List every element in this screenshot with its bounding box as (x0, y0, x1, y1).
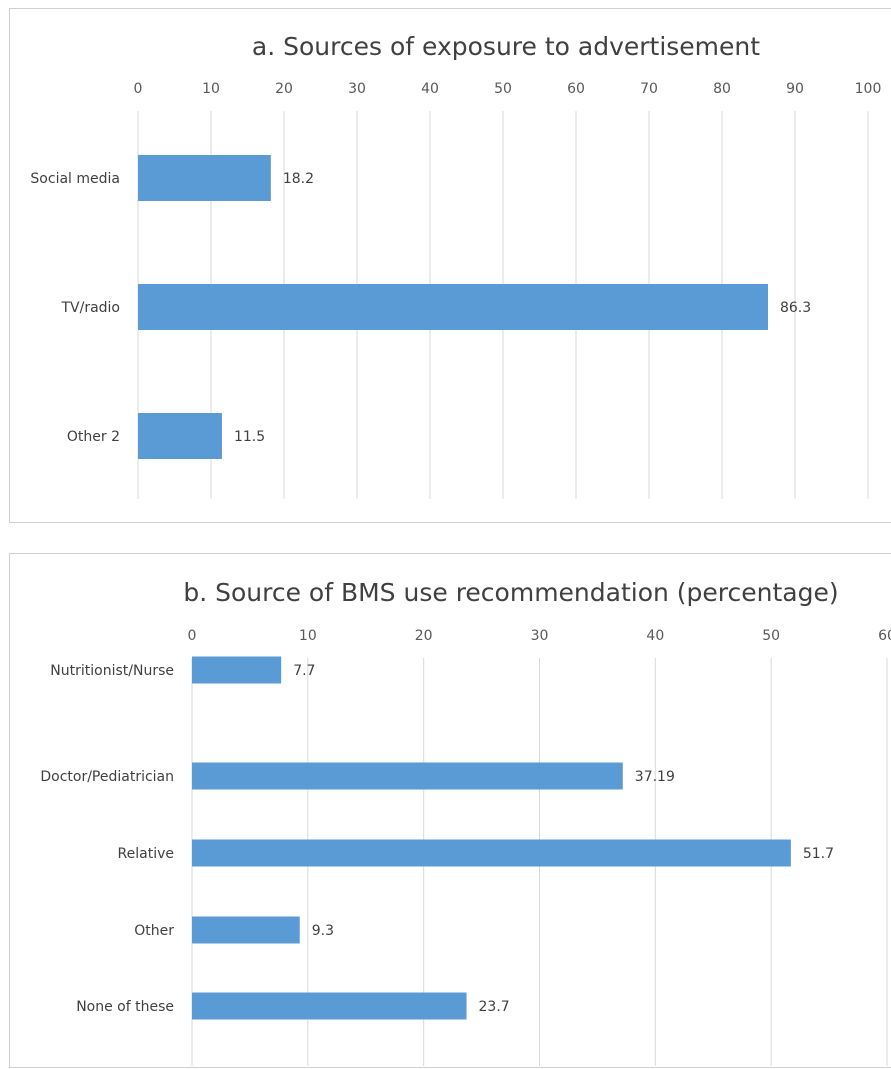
chart-b-svg: b. Source of BMS use recommendation (per… (40, 578, 891, 1066)
chart-b-bar (192, 762, 623, 790)
chart-a-tick-label: 20 (275, 81, 293, 97)
chart-a-bar (138, 413, 222, 459)
chart-a-tick-label: 100 (855, 81, 882, 97)
chart-b-category-label: Doctor/Pediatrician (40, 769, 174, 785)
chart-b-data-label: 37.19 (635, 769, 675, 785)
chart-a-category-label: Other 2 (67, 429, 120, 445)
chart-a-tick-label: 60 (567, 81, 585, 97)
chart-b-title: b. Source of BMS use recommendation (per… (183, 578, 838, 607)
chart-b-bar (192, 992, 467, 1020)
chart-a-data-label: 18.2 (283, 171, 314, 187)
chart-a-tick-label: 90 (786, 81, 804, 97)
chart-b-tick-label: 60 (878, 628, 891, 644)
chart-b-tick-label: 10 (299, 628, 317, 644)
chart-a-tick-label: 80 (713, 81, 731, 97)
chart-b-data-label: 9.3 (312, 923, 334, 939)
chart-b-bar (192, 839, 791, 867)
chart-b-data-label: 7.7 (293, 663, 315, 679)
chart-a-data-label: 11.5 (234, 429, 265, 445)
chart-a-tick-label: 70 (640, 81, 658, 97)
chart-a-title: a. Sources of exposure to advertisement (252, 32, 760, 61)
chart-b-category-label: None of these (76, 999, 174, 1015)
chart-b-data-label: 23.7 (479, 999, 510, 1015)
chart-a-tick-label: 40 (421, 81, 439, 97)
chart-b-panel: b. Source of BMS use recommendation (per… (9, 553, 891, 1068)
chart-b-bar (192, 916, 300, 944)
chart-a-tick-label: 30 (348, 81, 366, 97)
chart-a-data-label: 86.3 (780, 300, 811, 316)
chart-b-tick-label: 30 (531, 628, 549, 644)
chart-a-bar (138, 155, 271, 201)
chart-a-svg: a. Sources of exposure to advertisement … (30, 32, 882, 499)
chart-b-category-label: Other (134, 923, 174, 939)
chart-b-tick-label: 20 (415, 628, 433, 644)
chart-b-bar (192, 656, 282, 684)
chart-b-tick-label: 0 (188, 628, 197, 644)
chart-a-tick-label: 0 (134, 81, 143, 97)
chart-b-data-label: 51.7 (803, 846, 834, 862)
chart-a-bar (138, 284, 768, 330)
chart-a-panel: a. Sources of exposure to advertisement … (9, 8, 891, 523)
chart-a-category-label: TV/radio (60, 300, 120, 316)
chart-a-tick-label: 50 (494, 81, 512, 97)
chart-a-category-label: Social media (30, 171, 120, 187)
chart-b-category-label: Nutritionist/Nurse (50, 663, 174, 679)
chart-b-tick-label: 40 (646, 628, 664, 644)
chart-b-tick-label: 50 (762, 628, 780, 644)
chart-b-category-label: Relative (118, 846, 174, 862)
chart-a-tick-label: 10 (202, 81, 220, 97)
